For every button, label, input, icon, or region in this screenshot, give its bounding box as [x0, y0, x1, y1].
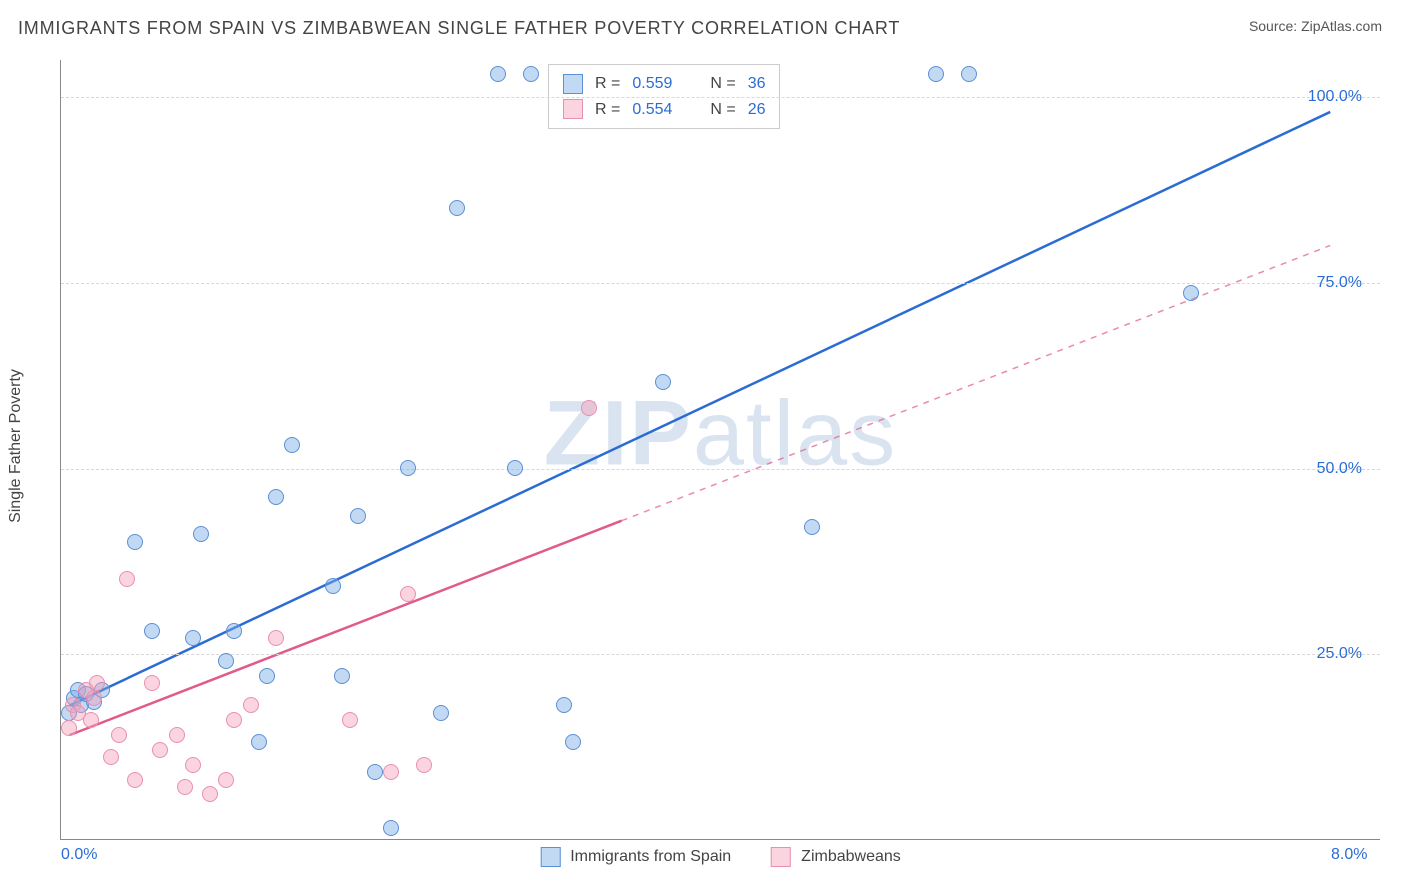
data-point	[185, 757, 201, 773]
legend-label: Zimbabweans	[801, 848, 901, 866]
data-point	[400, 586, 416, 602]
data-point	[383, 764, 399, 780]
data-point	[226, 623, 242, 639]
data-point	[119, 571, 135, 587]
data-point	[259, 668, 275, 684]
data-point	[218, 653, 234, 669]
data-point	[350, 508, 366, 524]
data-point	[169, 727, 185, 743]
data-point	[61, 720, 77, 736]
data-point	[400, 460, 416, 476]
trend-lines	[61, 60, 1380, 839]
data-point	[144, 675, 160, 691]
r-value: 0.559	[632, 71, 690, 97]
y-tick-label: 25.0%	[1317, 645, 1362, 663]
n-label: N =	[710, 97, 735, 123]
x-tick-label: 0.0%	[61, 846, 97, 864]
data-point	[523, 66, 539, 82]
gridline	[61, 469, 1380, 470]
legend-row: R = 0.554 N = 26	[563, 97, 765, 123]
data-point	[416, 757, 432, 773]
data-point	[152, 742, 168, 758]
data-point	[251, 734, 267, 750]
data-point	[193, 526, 209, 542]
gridline	[61, 654, 1380, 655]
data-point	[449, 200, 465, 216]
source-attribution: Source: ZipAtlas.com	[1249, 18, 1382, 34]
data-point	[325, 578, 341, 594]
data-point	[111, 727, 127, 743]
data-point	[177, 779, 193, 795]
data-point	[490, 66, 506, 82]
data-point	[243, 697, 259, 713]
data-point	[103, 749, 119, 765]
n-label: N =	[710, 71, 735, 97]
data-point	[89, 675, 105, 691]
data-point	[284, 437, 300, 453]
data-point	[226, 712, 242, 728]
data-point	[367, 764, 383, 780]
gridline	[61, 283, 1380, 284]
data-point	[218, 772, 234, 788]
legend-swatch	[540, 847, 560, 867]
x-tick-label: 8.0%	[1331, 846, 1367, 864]
data-point	[185, 630, 201, 646]
y-tick-label: 100.0%	[1308, 88, 1362, 106]
data-point	[565, 734, 581, 750]
data-point	[334, 668, 350, 684]
watermark: ZIPatlas	[544, 381, 897, 486]
data-point	[961, 66, 977, 82]
gridline	[61, 97, 1380, 98]
y-tick-label: 50.0%	[1317, 460, 1362, 478]
data-point	[83, 712, 99, 728]
data-point	[556, 697, 572, 713]
r-value: 0.554	[632, 97, 690, 123]
y-tick-label: 75.0%	[1317, 274, 1362, 292]
data-point	[268, 489, 284, 505]
legend-swatch	[563, 74, 583, 94]
y-axis-label: Single Father Poverty	[7, 369, 25, 523]
legend-label: Immigrants from Spain	[570, 848, 731, 866]
data-point	[86, 690, 102, 706]
legend-swatch	[563, 99, 583, 119]
n-value: 36	[748, 71, 766, 97]
legend-item: Zimbabweans	[771, 847, 901, 867]
data-point	[268, 630, 284, 646]
data-point	[127, 534, 143, 550]
data-point	[928, 66, 944, 82]
r-label: R =	[595, 97, 620, 123]
data-point	[383, 820, 399, 836]
series-legend: Immigrants from Spain Zimbabweans	[530, 843, 911, 871]
data-point	[127, 772, 143, 788]
data-point	[342, 712, 358, 728]
data-point	[804, 519, 820, 535]
n-value: 26	[748, 97, 766, 123]
data-point	[507, 460, 523, 476]
data-point	[144, 623, 160, 639]
legend-swatch	[771, 847, 791, 867]
legend-item: Immigrants from Spain	[540, 847, 731, 867]
data-point	[1183, 285, 1199, 301]
chart-area: ZIPatlas R =0.559N =36R =0.554N =26 Immi…	[50, 60, 1380, 840]
plot-region: ZIPatlas R =0.559N =36R =0.554N =26 Immi…	[60, 60, 1380, 840]
r-label: R =	[595, 71, 620, 97]
legend-row: R = 0.559 N = 36	[563, 71, 765, 97]
data-point	[655, 374, 671, 390]
data-point	[433, 705, 449, 721]
chart-title: IMMIGRANTS FROM SPAIN VS ZIMBABWEAN SING…	[18, 18, 900, 39]
data-point	[581, 400, 597, 416]
data-point	[202, 786, 218, 802]
